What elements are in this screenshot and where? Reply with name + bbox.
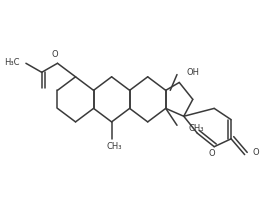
Text: OH: OH [186, 68, 199, 77]
Text: CH₃: CH₃ [106, 142, 122, 151]
Text: O: O [253, 148, 259, 157]
Text: O: O [52, 50, 58, 59]
Text: CH₃: CH₃ [188, 124, 204, 133]
Text: H₃C: H₃C [4, 58, 19, 67]
Text: O: O [209, 149, 215, 158]
